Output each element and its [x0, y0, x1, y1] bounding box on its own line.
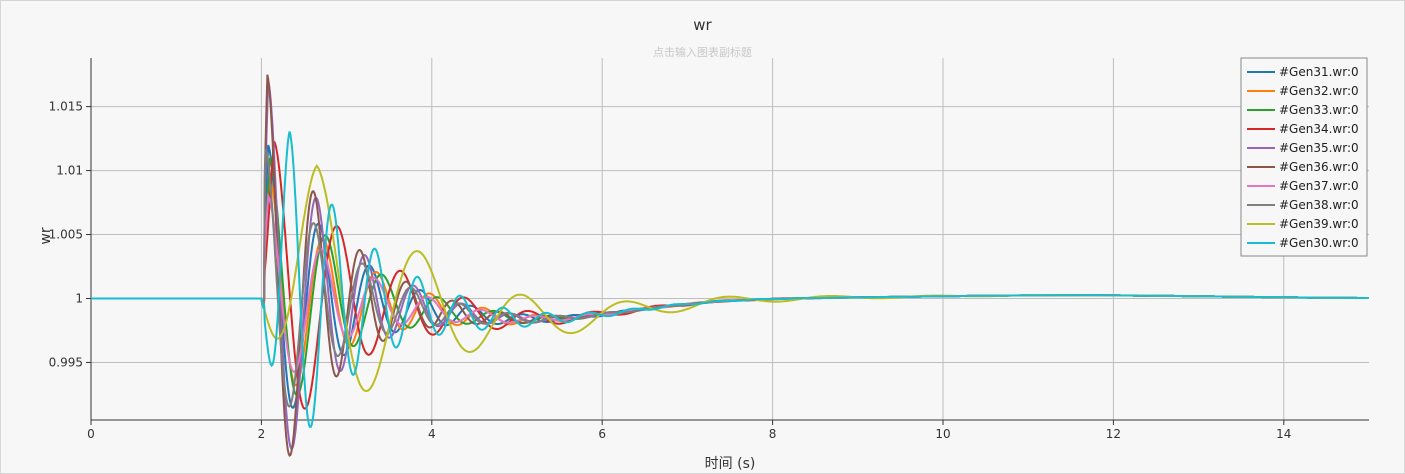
x-tick-label: 14 — [1276, 427, 1291, 441]
x-tick-label: 6 — [598, 427, 606, 441]
series-line — [91, 74, 1369, 457]
y-axis-label: wr — [38, 227, 54, 244]
legend-item-label[interactable]: #Gen32.wr:0 — [1279, 84, 1359, 98]
x-tick-label: 12 — [1106, 427, 1121, 441]
legend-item-label[interactable]: #Gen37.wr:0 — [1279, 179, 1359, 193]
y-tick-label: 0.995 — [49, 355, 83, 369]
y-tick-label: 1.005 — [49, 228, 83, 242]
legend-item-label[interactable]: #Gen34.wr:0 — [1279, 122, 1359, 136]
x-tick-label: 10 — [935, 427, 950, 441]
x-tick-label: 0 — [87, 427, 95, 441]
chart-subtitle[interactable]: 点击输入图表副标题 — [653, 46, 752, 59]
legend-item-label[interactable]: #Gen35.wr:0 — [1279, 141, 1359, 155]
legend-item-label[interactable]: #Gen30.wr:0 — [1279, 236, 1359, 250]
x-tick-label: 8 — [769, 427, 777, 441]
legend-item-label[interactable]: #Gen33.wr:0 — [1279, 103, 1359, 117]
chart-title: wr — [693, 16, 712, 34]
legend-item-label[interactable]: #Gen36.wr:0 — [1279, 160, 1359, 174]
legend-item-label[interactable]: #Gen31.wr:0 — [1279, 65, 1359, 79]
legend-item-label[interactable]: #Gen38.wr:0 — [1279, 198, 1359, 212]
axes: 0 2 4 6 8 10 12 14 0.995 1 1.005 1.01 1.015 — [49, 58, 1369, 441]
y-tick-label: 1.01 — [56, 164, 83, 178]
x-tick-label: 4 — [428, 427, 436, 441]
y-tick-label: 1 — [75, 291, 83, 305]
series-lines — [91, 74, 1369, 457]
x-axis-label: 时间 (s) — [705, 456, 756, 472]
legend-item-label[interactable]: #Gen39.wr:0 — [1279, 217, 1359, 231]
series-line — [91, 131, 1369, 428]
y-tick-label: 1.015 — [49, 100, 83, 114]
legend[interactable]: #Gen31.wr:0 #Gen32.wr:0 #Gen33.wr:0 #Gen34.… — [1240, 57, 1368, 257]
x-tick-label: 2 — [258, 427, 266, 441]
